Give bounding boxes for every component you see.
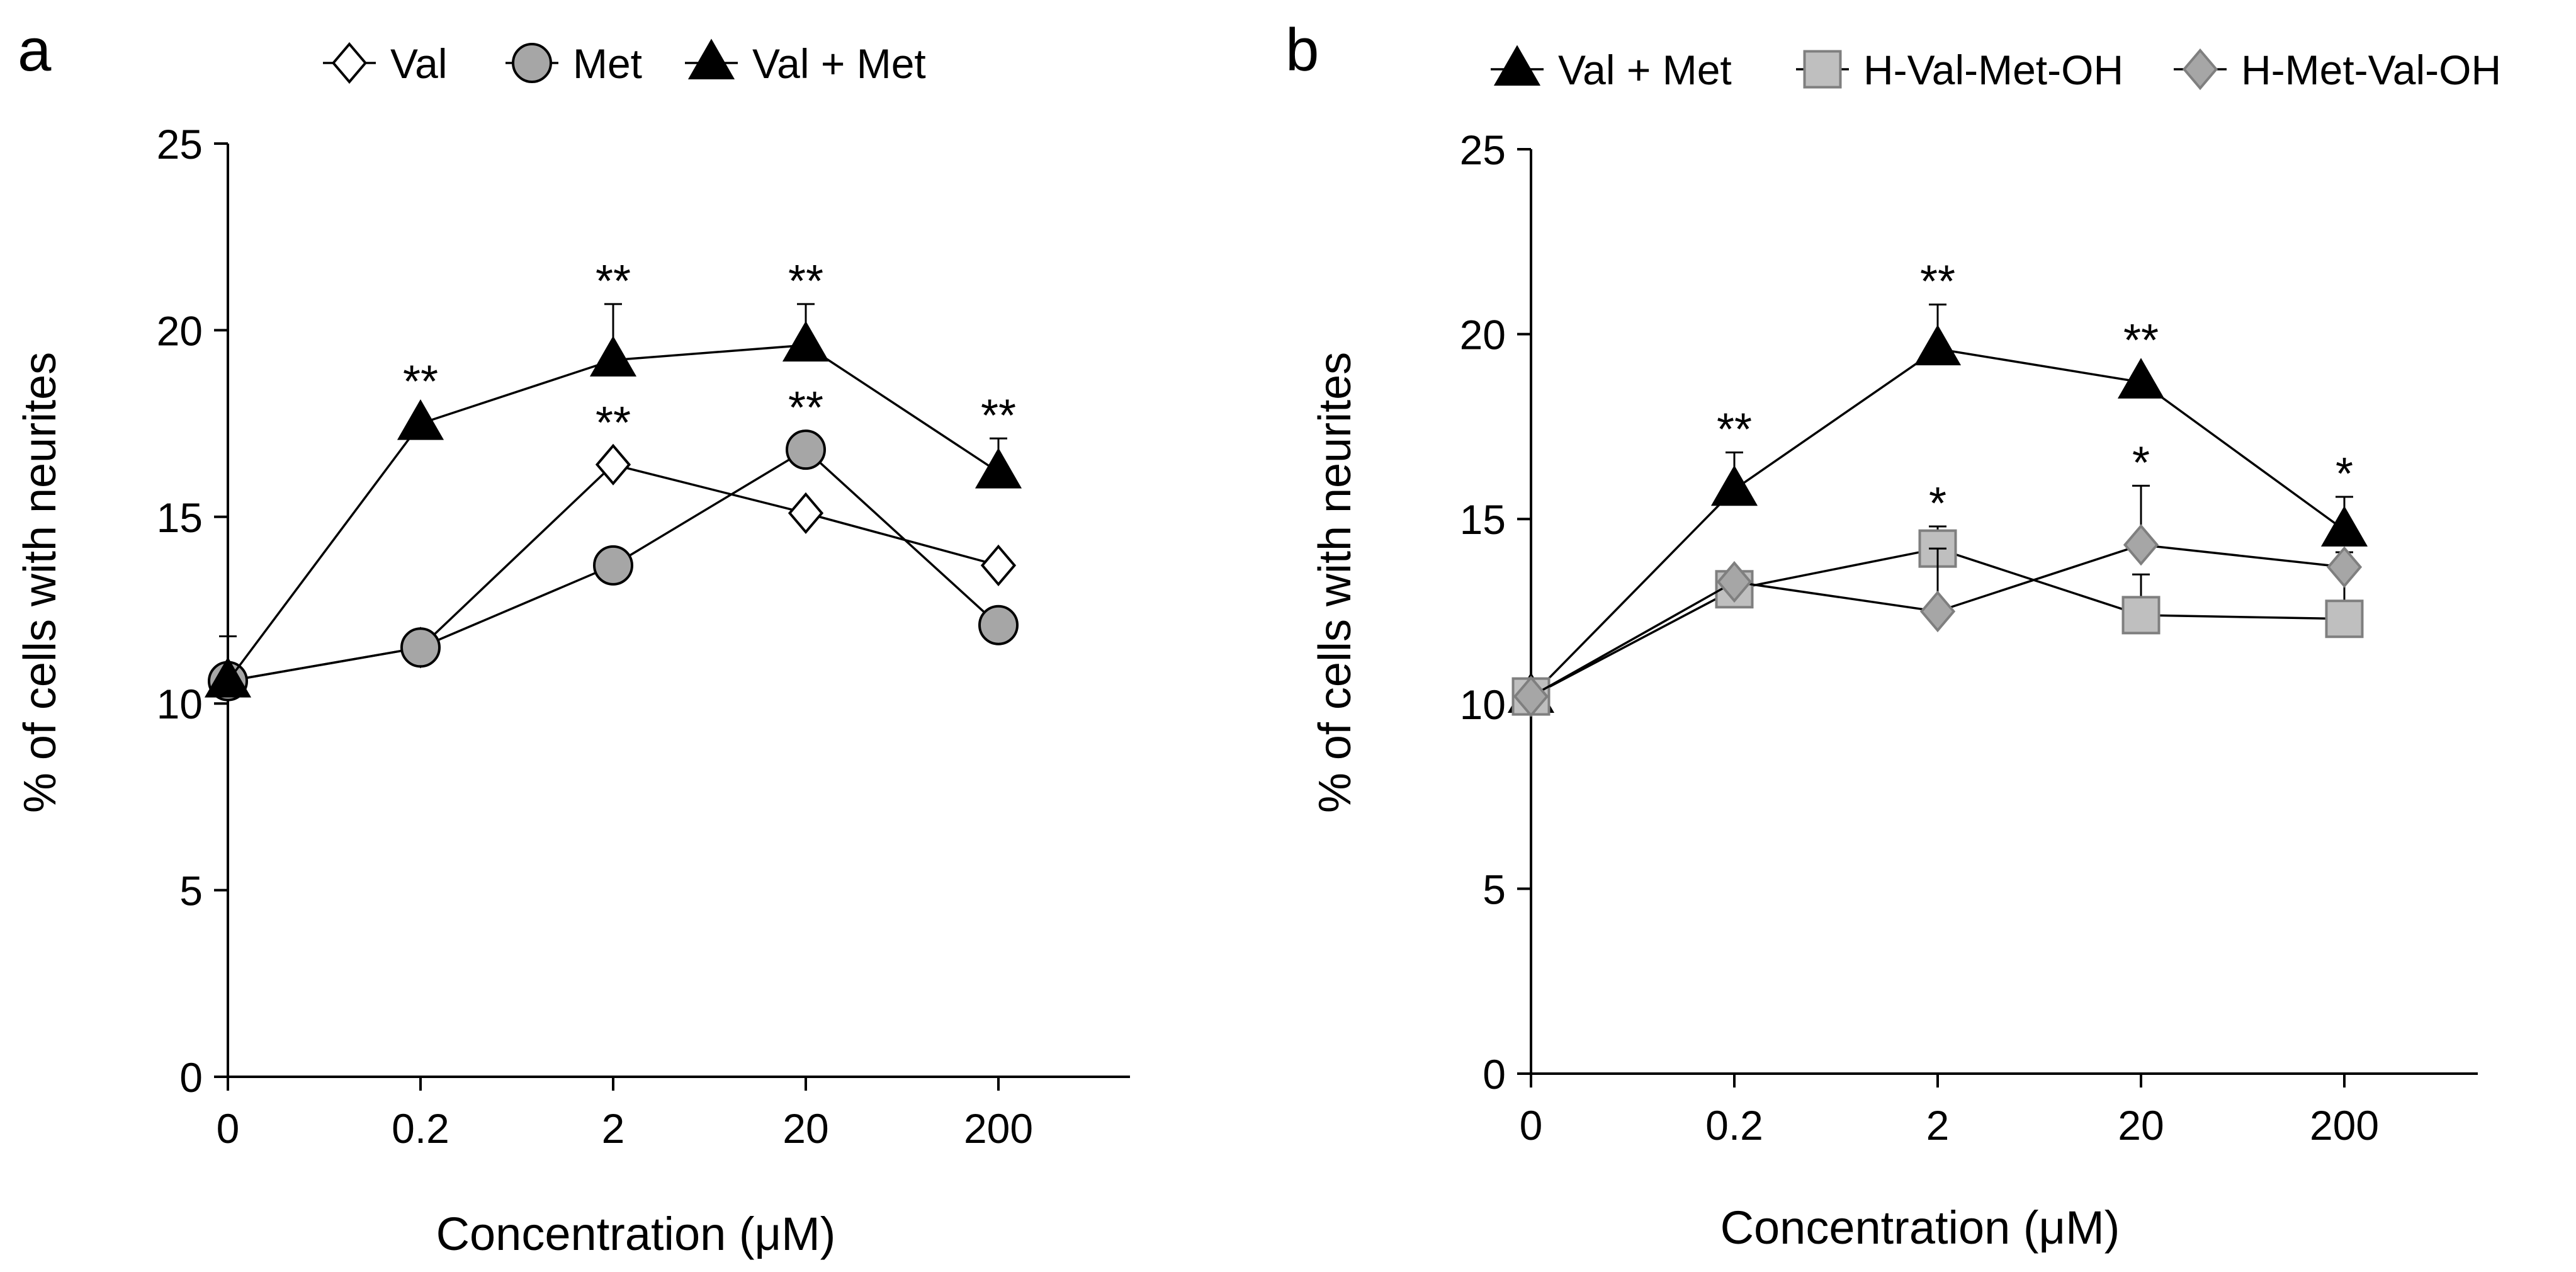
significance-marker: ** xyxy=(596,398,631,448)
legend-item: Val + Met xyxy=(685,38,926,87)
y-tick-label: 10 xyxy=(157,681,203,727)
y-axis-label-b: % of cells with neurites xyxy=(1310,352,1360,813)
legend-label: Val xyxy=(390,40,448,87)
data-point xyxy=(782,321,830,362)
significance-marker: ** xyxy=(788,256,823,307)
data-point xyxy=(1513,675,1549,718)
legend-label: H-Val-Met-OH xyxy=(1863,47,2123,93)
y-tick-label: 0 xyxy=(1483,1051,1506,1098)
y-tick-label: 25 xyxy=(157,121,203,168)
data-point xyxy=(980,544,1017,586)
x-tick-label: 0.2 xyxy=(1705,1102,1763,1149)
data-point xyxy=(978,605,1019,645)
x-tick-label: 0 xyxy=(1520,1102,1543,1149)
legend-a: Val Met Val + Met xyxy=(323,38,926,87)
data-point xyxy=(204,657,252,698)
x-axis-label-a: Concentration (μM) xyxy=(436,1208,836,1260)
series-h-met-val-oh: * xyxy=(1513,438,2363,718)
data-point xyxy=(595,443,631,486)
legend-marker xyxy=(331,42,368,84)
data-point xyxy=(974,448,1022,489)
y-tick-label: 5 xyxy=(1483,866,1506,912)
x-tick-label: 200 xyxy=(2310,1102,2379,1149)
significance-marker: ** xyxy=(596,256,631,307)
data-point xyxy=(2325,599,2364,639)
legend-b: Val + Met H-Val-Met-OH H-Met-Val-OH xyxy=(1491,45,2501,93)
significance-marker: ** xyxy=(1717,405,1752,455)
data-point xyxy=(1919,590,1956,633)
series-group-a: ** ** ** ** ** ** xyxy=(204,256,1022,702)
data-point xyxy=(1716,560,1753,603)
series-met: ** xyxy=(208,383,1019,701)
y-tick-label: 15 xyxy=(1460,496,1506,543)
legend-item: Val xyxy=(323,40,448,87)
significance-marker: ** xyxy=(403,357,438,407)
legend-item: H-Val-Met-OH xyxy=(1796,47,2123,93)
x-tick-label: 2 xyxy=(602,1105,625,1152)
y-tick-label: 15 xyxy=(157,494,203,541)
y-tick-label: 25 xyxy=(1460,127,1506,173)
x-tick-label: 20 xyxy=(782,1105,828,1152)
panel-label-b: b xyxy=(1285,16,1319,84)
data-point xyxy=(589,336,637,377)
data-point xyxy=(786,429,826,470)
y-tick-label: 20 xyxy=(1460,312,1506,358)
significance-marker: * xyxy=(2336,449,2353,499)
y-tick-label: 5 xyxy=(179,868,203,914)
x-axis-label-b: Concentration (μM) xyxy=(1720,1201,2120,1254)
legend-item: Val + Met xyxy=(1491,45,1732,93)
data-point xyxy=(788,492,824,534)
significance-marker: * xyxy=(1929,479,1946,529)
data-point xyxy=(1710,465,1758,506)
x-tick-label: 0.2 xyxy=(392,1105,449,1152)
y-axis-label-a: % of cells with neurites xyxy=(15,352,65,813)
legend-label: Met xyxy=(573,40,642,87)
significance-marker: ** xyxy=(1920,257,1955,307)
legend-marker xyxy=(512,43,552,83)
panel-a: a Val Met Val + Met 0 5 10 15 20 25 0 0.2 2 20 200 *… xyxy=(15,16,1130,1260)
data-point xyxy=(397,399,444,440)
legend-label: Val + Met xyxy=(1558,47,1732,93)
data-point xyxy=(2320,506,2368,547)
x-tick-label: 2 xyxy=(1926,1102,1950,1149)
legend-marker xyxy=(687,38,735,79)
series-group-b: ********* xyxy=(1507,257,2368,718)
x-tick-label: 200 xyxy=(964,1105,1033,1152)
data-point xyxy=(2326,546,2363,588)
legend-label: Val + Met xyxy=(752,40,926,87)
y-tick-label: 20 xyxy=(157,307,203,354)
data-point xyxy=(593,545,633,586)
data-point xyxy=(2121,596,2161,635)
significance-marker: ** xyxy=(788,383,823,433)
legend-marker xyxy=(2182,48,2218,91)
x-tick-label: 20 xyxy=(2118,1102,2164,1149)
data-point xyxy=(1914,324,1962,366)
panel-label-a: a xyxy=(18,16,52,84)
axes-a: 0 5 10 15 20 25 0 0.2 2 20 200 xyxy=(157,121,1130,1152)
legend-item: Met xyxy=(506,40,642,87)
y-tick-label: 10 xyxy=(1460,681,1506,728)
legend-label: H-Met-Val-OH xyxy=(2241,47,2501,93)
legend-item: H-Met-Val-OH xyxy=(2174,47,2501,93)
series-val-met: ** ** ** ** xyxy=(204,256,1022,698)
y-tick-label: 0 xyxy=(179,1054,203,1101)
legend-marker xyxy=(1803,50,1842,89)
axes-b: 0 5 10 15 20 25 0 0.2 2 20 200 xyxy=(1460,127,2478,1149)
panel-b: b Val + Met H-Val-Met-OH H-Met-Val-OH 0 5 10… xyxy=(1285,16,2501,1254)
legend-marker xyxy=(1493,45,1541,86)
data-point xyxy=(400,627,441,668)
x-tick-label: 0 xyxy=(217,1105,240,1152)
data-point xyxy=(2117,358,2165,399)
significance-marker: * xyxy=(2132,438,2150,488)
significance-marker: ** xyxy=(2123,315,2159,366)
data-point xyxy=(2123,524,2159,566)
significance-marker: ** xyxy=(981,390,1016,441)
